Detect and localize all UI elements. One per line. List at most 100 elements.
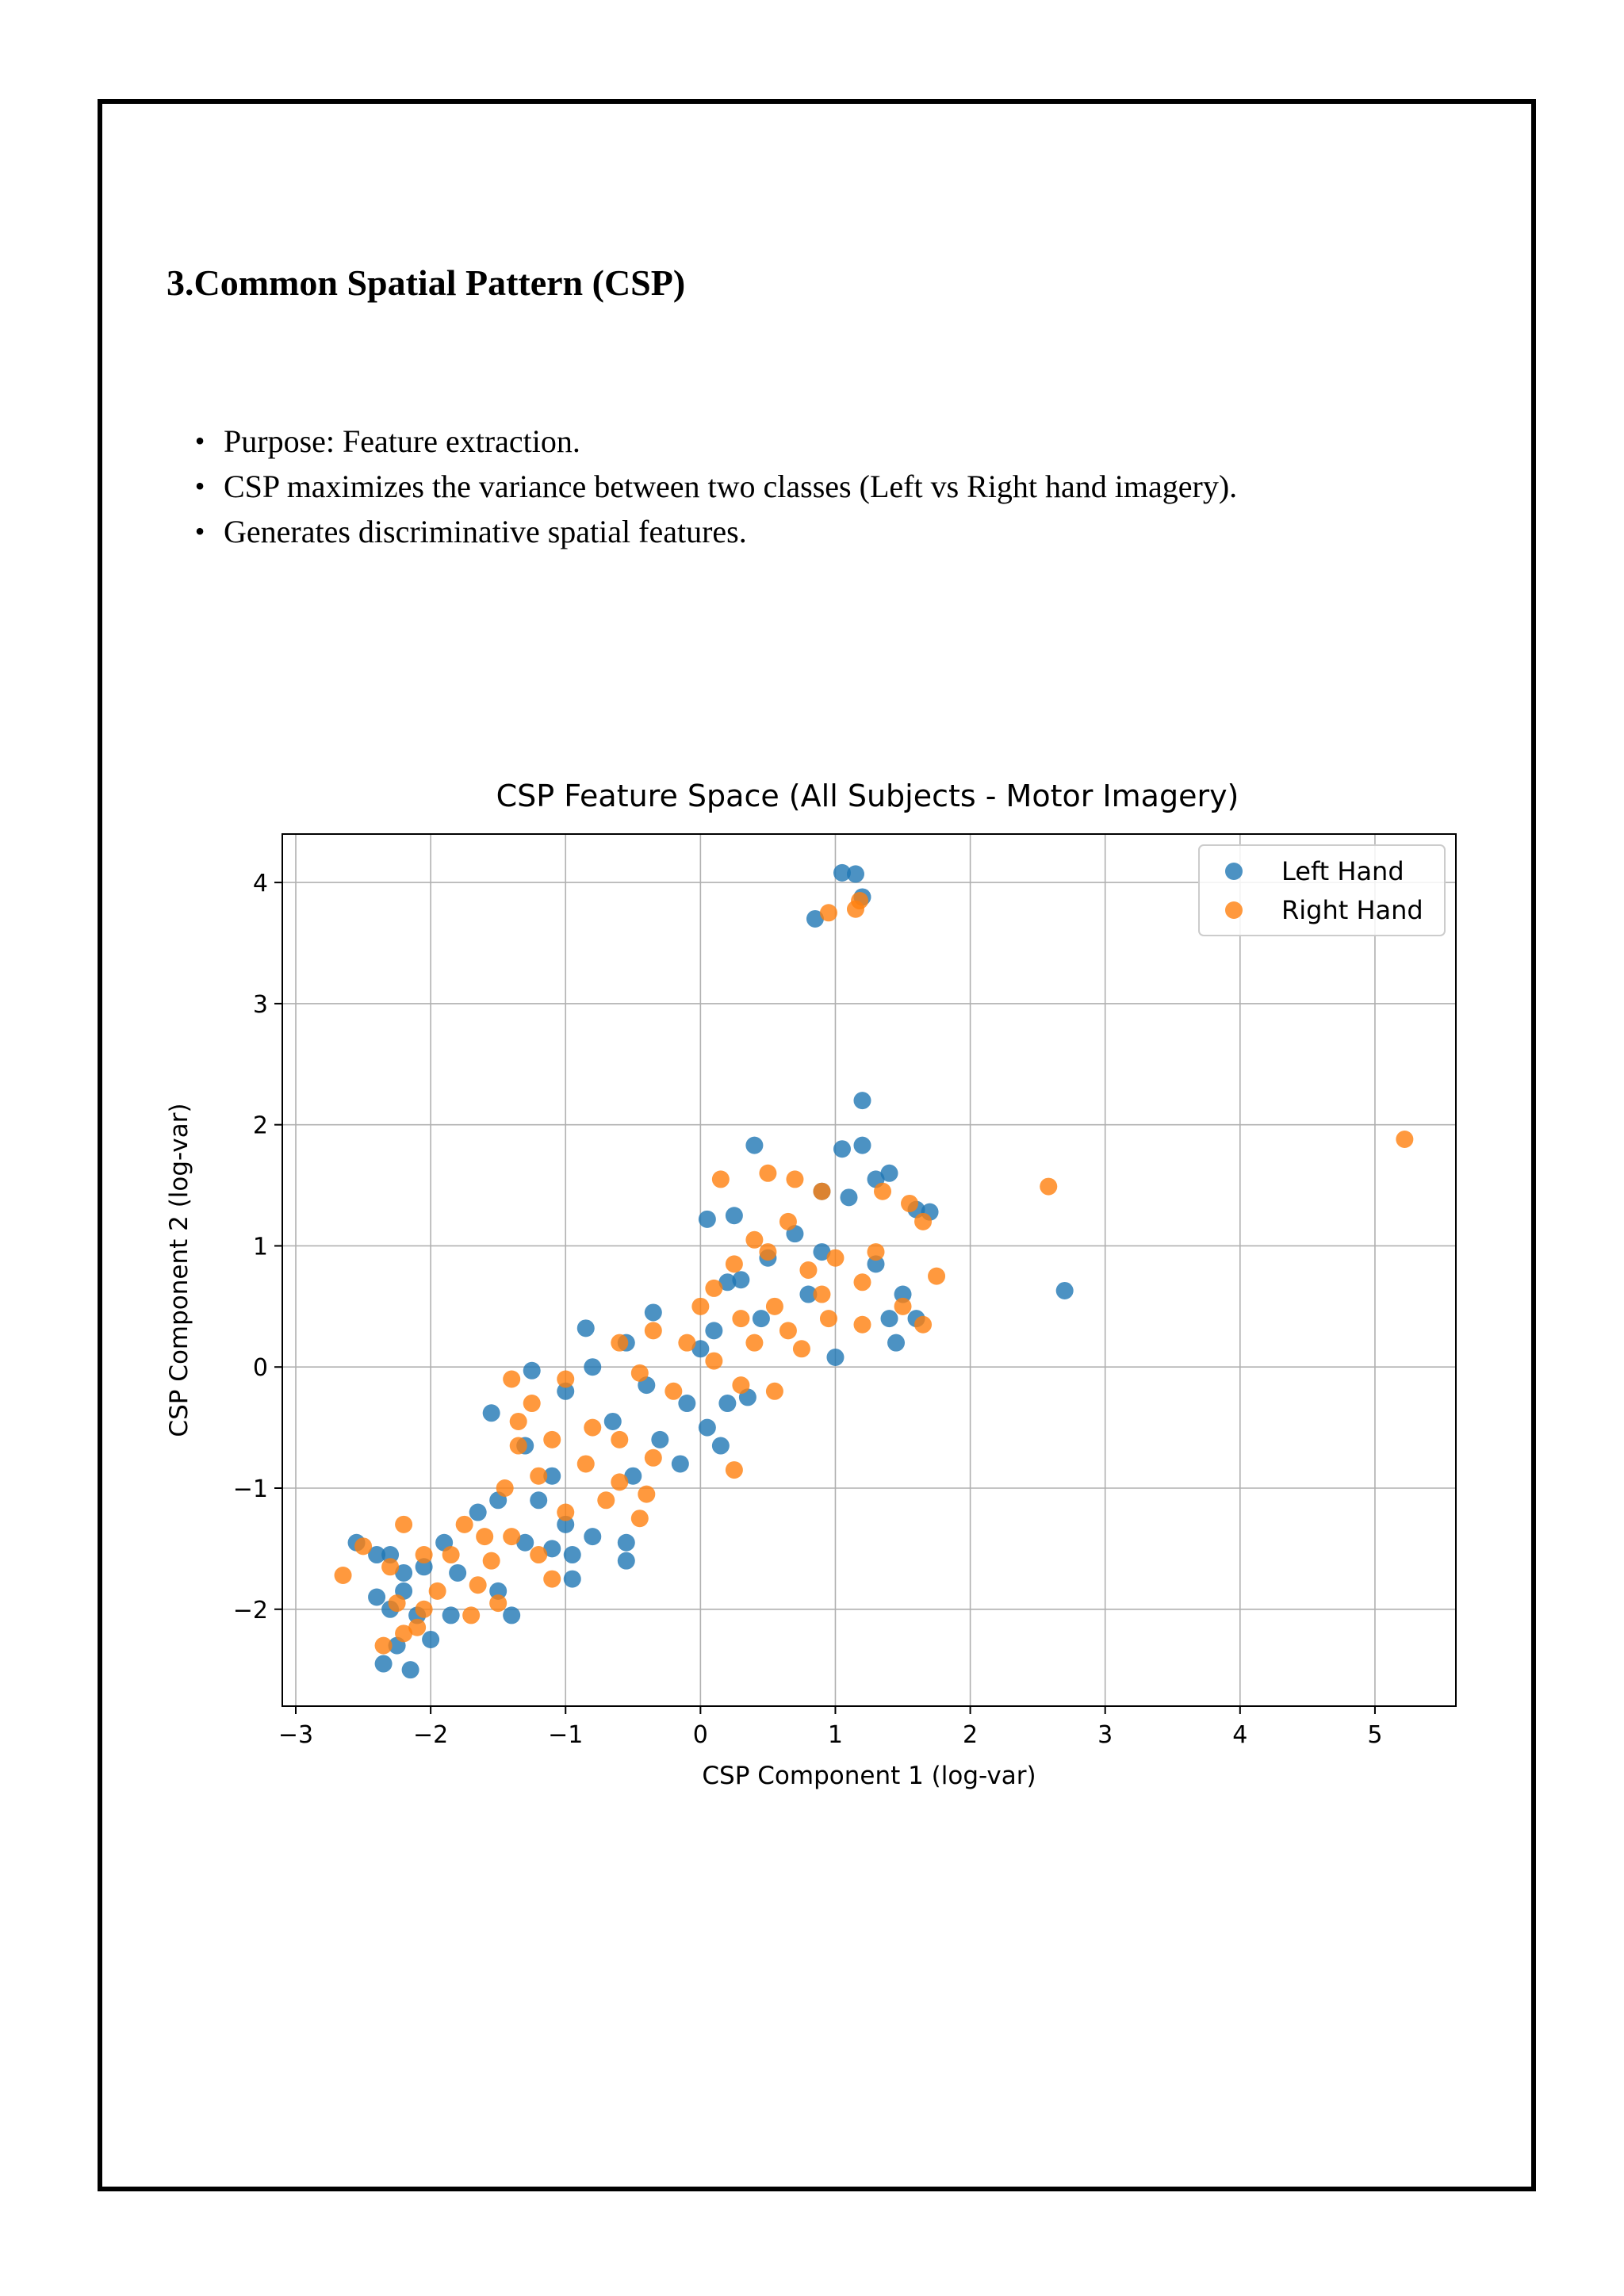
left-hand-point — [530, 1491, 548, 1510]
left-hand-point — [752, 1310, 770, 1328]
right-hand-point — [759, 1243, 777, 1261]
left-hand-point — [691, 1340, 710, 1358]
left-hand-point — [624, 1467, 642, 1485]
left-hand-point — [603, 1412, 622, 1430]
right-hand-point — [813, 1285, 831, 1303]
bullet-item: • Purpose: Feature extraction. — [192, 419, 1237, 464]
left-hand-point — [833, 863, 851, 882]
right-hand-point — [503, 1528, 521, 1546]
left-hand-point — [469, 1503, 487, 1521]
chart-title: CSP Feature Space (All Subjects - Motor … — [496, 779, 1239, 813]
right-hand-point — [765, 1297, 783, 1315]
right-hand-point — [482, 1552, 500, 1570]
right-hand-point — [476, 1528, 494, 1546]
x-tick-label: 3 — [1097, 1721, 1113, 1749]
left-hand-point — [725, 1207, 743, 1225]
right-hand-point — [442, 1546, 460, 1564]
right-hand-point — [557, 1370, 575, 1388]
left-hand-point — [584, 1358, 602, 1376]
y-tick-label: 4 — [253, 870, 268, 897]
legend-marker-right-icon — [1225, 901, 1243, 919]
right-hand-point — [597, 1491, 615, 1510]
right-hand-point — [644, 1322, 662, 1340]
x-tick-label: 1 — [828, 1721, 843, 1749]
left-hand-point — [644, 1303, 662, 1322]
left-hand-point — [853, 1092, 871, 1110]
right-hand-point — [611, 1430, 629, 1448]
data-points — [334, 863, 1414, 1679]
left-hand-point — [516, 1533, 534, 1552]
legend-label-right: Right Hand — [1281, 895, 1423, 925]
x-tick-label: −3 — [278, 1721, 313, 1749]
right-hand-point — [792, 1340, 810, 1358]
left-hand-point — [745, 1136, 764, 1154]
right-hand-point — [408, 1618, 427, 1636]
left-hand-point — [368, 1588, 386, 1606]
bullet-dot-icon: • — [194, 515, 205, 547]
left-hand-point — [698, 1210, 716, 1228]
right-hand-point — [826, 1249, 845, 1267]
right-hand-point — [576, 1455, 595, 1473]
right-hand-point — [462, 1606, 481, 1624]
right-hand-point — [853, 1273, 871, 1292]
right-hand-point — [1396, 1131, 1414, 1148]
legend-marker-left-icon — [1225, 863, 1243, 880]
bullet-text: Generates discriminative spatial feature… — [224, 514, 747, 549]
axis-ticks: −3 −2 −1 0 1 2 3 4 5 −2 −1 0 1 2 3 4 — [233, 870, 1383, 1749]
right-hand-point — [584, 1418, 602, 1437]
right-hand-point — [638, 1485, 656, 1503]
left-hand-point — [671, 1455, 689, 1473]
right-hand-point — [799, 1261, 818, 1279]
left-hand-point — [806, 909, 824, 928]
left-hand-point — [813, 1243, 831, 1261]
y-tick-label: 1 — [253, 1233, 268, 1261]
left-hand-point — [449, 1563, 467, 1582]
right-hand-point — [395, 1624, 413, 1643]
right-hand-point — [489, 1594, 508, 1613]
bullet-dot-icon: • — [194, 470, 205, 502]
right-hand-point — [765, 1382, 783, 1400]
left-hand-point — [867, 1255, 885, 1273]
left-hand-point — [442, 1606, 460, 1624]
right-hand-point — [665, 1382, 683, 1400]
right-hand-point — [455, 1515, 473, 1533]
y-axis-label: CSP Component 2 (log-var) — [165, 1103, 193, 1437]
left-hand-point — [799, 1285, 818, 1303]
right-hand-point — [509, 1437, 527, 1455]
right-hand-point — [1040, 1177, 1058, 1196]
left-hand-point — [563, 1546, 581, 1564]
right-hand-point — [388, 1594, 406, 1613]
right-hand-point — [530, 1467, 548, 1485]
legend-box — [1198, 844, 1446, 936]
right-hand-point — [901, 1194, 919, 1212]
right-hand-point — [374, 1636, 393, 1655]
right-hand-point — [705, 1279, 723, 1297]
left-hand-point — [678, 1395, 696, 1413]
right-hand-point — [853, 1315, 871, 1334]
right-hand-point — [509, 1412, 527, 1430]
x-tick-label: 5 — [1367, 1721, 1382, 1749]
y-tick-label: 2 — [253, 1112, 268, 1140]
y-tick-label: −2 — [233, 1597, 268, 1624]
y-tick-label: −1 — [233, 1475, 268, 1503]
right-hand-point — [543, 1430, 561, 1448]
x-axis-label: CSP Component 1 (log-var) — [702, 1762, 1036, 1790]
right-hand-point — [786, 1170, 804, 1188]
left-hand-point — [415, 1558, 433, 1576]
left-hand-point — [894, 1285, 912, 1303]
x-tick-label: 0 — [693, 1721, 708, 1749]
left-hand-point — [833, 1140, 851, 1158]
x-tick-label: −1 — [548, 1721, 583, 1749]
left-hand-point — [503, 1606, 521, 1624]
bullet-dot-icon: • — [194, 425, 205, 457]
plot-frame — [282, 833, 1457, 1707]
right-hand-point — [415, 1546, 433, 1564]
right-hand-point — [354, 1537, 373, 1556]
right-hand-point — [779, 1322, 797, 1340]
right-hand-point — [611, 1473, 629, 1491]
right-hand-point — [630, 1510, 649, 1528]
right-hand-point — [745, 1334, 764, 1352]
right-hand-point — [914, 1315, 933, 1334]
left-hand-point — [880, 1310, 898, 1328]
right-hand-point — [725, 1255, 743, 1273]
